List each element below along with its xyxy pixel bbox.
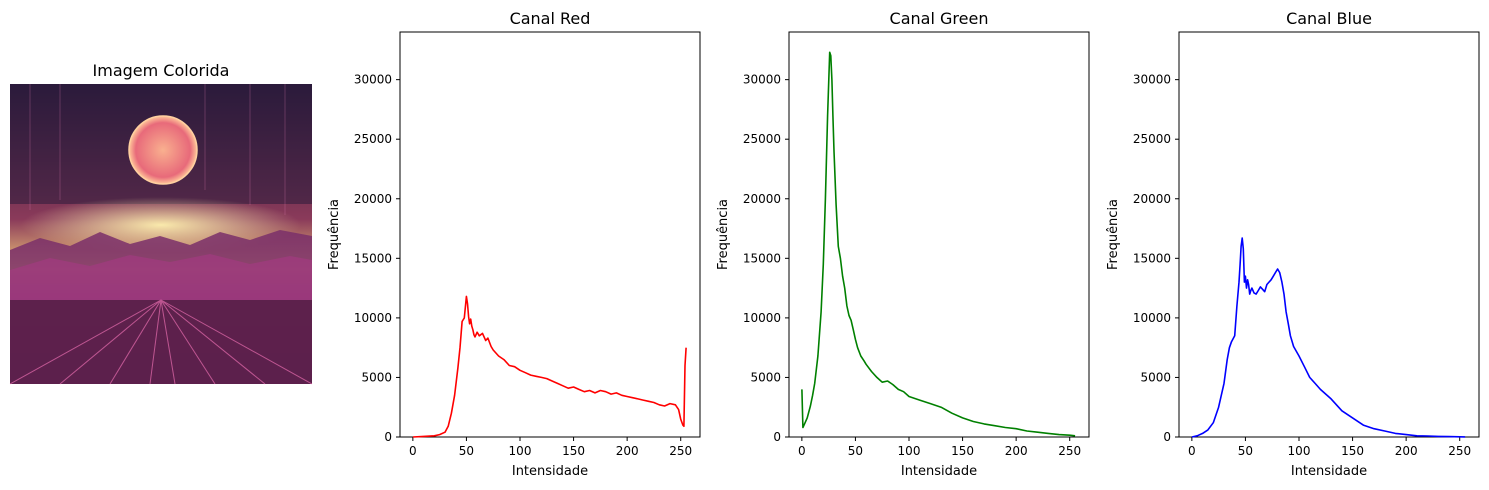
- chart-title: Canal Red: [510, 9, 591, 28]
- x-tick-label: 50: [459, 444, 474, 458]
- y-tick-label: 15000: [743, 251, 781, 265]
- y-tick-label: 20000: [743, 192, 781, 206]
- x-tick-label: 200: [1005, 444, 1028, 458]
- x-tick-label: 250: [1058, 444, 1081, 458]
- histogram-blue: 0 50 100 150 200 250 0 5000 10000 15000 20000 25000…: [1106, 9, 1480, 479]
- x-axis-label: Intensidade: [512, 464, 588, 479]
- y-tick-label: 30000: [1133, 73, 1171, 87]
- x-tick-label: 50: [1238, 444, 1253, 458]
- image-title: Imagem Colorida: [93, 61, 230, 80]
- plot-frame: [1178, 31, 1480, 438]
- y-axis-label: Frequência: [327, 199, 342, 270]
- y-tick-label: 5000: [1140, 370, 1171, 384]
- histogram-green: 0 50 100 150 200 250 0 5000 10000 15000 20000 25000…: [716, 9, 1090, 479]
- y-tick-label: 30000: [743, 73, 781, 87]
- chart-title: Canal Green: [890, 9, 989, 28]
- series-line: [1191, 237, 1466, 438]
- x-tick-label: 0: [798, 444, 806, 458]
- image-panel: Imagem Colorida: [9, 61, 313, 385]
- series-line: [412, 295, 687, 438]
- x-axis-label: Intensidade: [901, 464, 977, 479]
- y-tick-label: 20000: [1133, 192, 1171, 206]
- y-tick-label: 25000: [743, 132, 781, 146]
- x-tick-label: 150: [951, 444, 974, 458]
- plot-frame: [788, 31, 1090, 438]
- x-tick-label: 50: [848, 444, 863, 458]
- y-tick-label: 10000: [1133, 311, 1171, 325]
- x-tick-label: 250: [669, 444, 692, 458]
- y-tick-label: 15000: [354, 251, 392, 265]
- y-tick-label: 20000: [354, 192, 392, 206]
- x-tick-label: 150: [1341, 444, 1364, 458]
- y-tick-label: 15000: [1133, 251, 1171, 265]
- x-tick-label: 0: [409, 444, 417, 458]
- x-tick-label: 200: [1395, 444, 1418, 458]
- y-axis-label: Frequência: [716, 199, 731, 270]
- colorful-image: [9, 84, 313, 385]
- x-tick-label: 100: [898, 444, 921, 458]
- y-axis-label: Frequência: [1106, 199, 1121, 270]
- chart-title: Canal Blue: [1286, 9, 1372, 28]
- x-tick-label: 250: [1448, 444, 1471, 458]
- x-tick-label: 100: [1288, 444, 1311, 458]
- series-line: [801, 51, 1076, 437]
- plot-frame: [399, 31, 701, 438]
- y-tick-label: 5000: [361, 370, 392, 384]
- x-tick-label: 150: [562, 444, 585, 458]
- y-tick-label: 25000: [354, 132, 392, 146]
- x-tick-label: 100: [509, 444, 532, 458]
- x-axis-label: Intensidade: [1291, 464, 1367, 479]
- x-tick-label: 200: [616, 444, 639, 458]
- y-tick-label: 0: [1163, 430, 1171, 444]
- histogram-red: 0 50 100 150 200 250 0 5000 10000 15000 20000 25000…: [327, 9, 701, 479]
- y-tick-label: 0: [384, 430, 392, 444]
- y-tick-label: 30000: [354, 73, 392, 87]
- y-tick-label: 10000: [354, 311, 392, 325]
- y-tick-label: 10000: [743, 311, 781, 325]
- y-tick-label: 5000: [750, 370, 781, 384]
- y-tick-label: 0: [773, 430, 781, 444]
- x-tick-label: 0: [1188, 444, 1196, 458]
- y-tick-label: 25000: [1133, 132, 1171, 146]
